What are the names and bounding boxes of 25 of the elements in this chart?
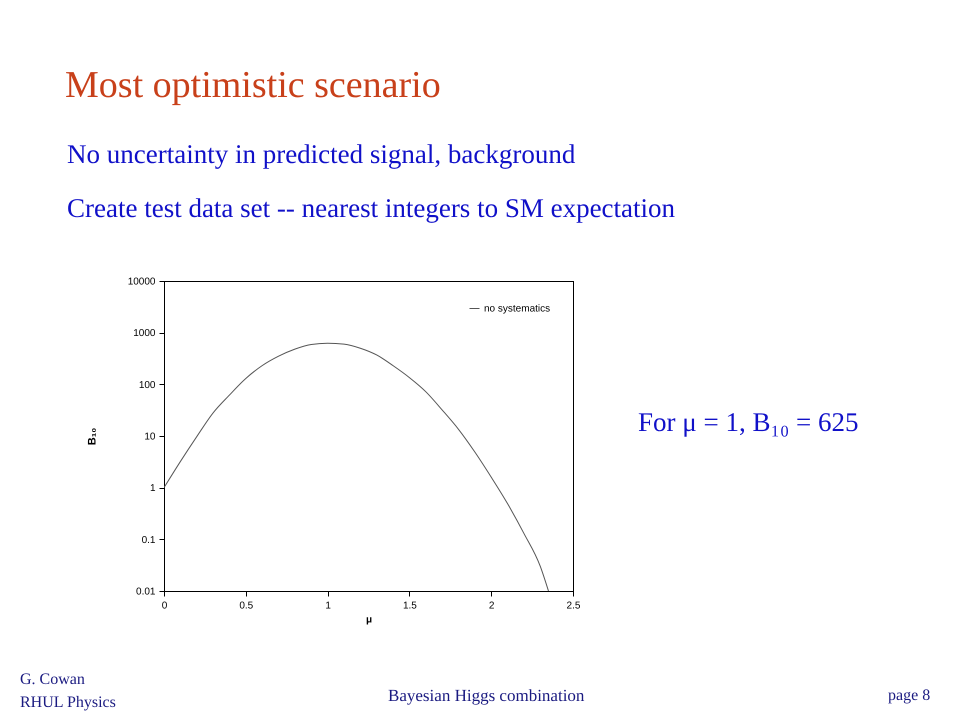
legend-label: no systematics <box>484 304 550 314</box>
text: No uncertainty in predicted signal, background <box>67 139 576 169</box>
y-tick-label: 0.1 <box>142 534 156 546</box>
text: G. Cowan <box>20 671 85 688</box>
x-tick-label: 0.5 <box>239 600 254 612</box>
y-tick-label: 10 <box>144 432 156 442</box>
y-axis-title: B₁₀ <box>86 428 99 446</box>
chart-title: Most optimistic scenario <box>65 64 441 106</box>
text: Create test data set -- nearest integers to SM expectation <box>67 193 676 223</box>
y-tick-label: 1 <box>150 483 156 494</box>
text: Bayesian Higgs combination <box>388 686 585 705</box>
x-tick-label: 2.5 <box>566 600 581 612</box>
y-tick-label: 100 <box>138 380 156 391</box>
x-tick-label: 0 <box>162 600 168 612</box>
x-tick-label: 2 <box>488 600 495 612</box>
text: For μ = 1, B₁₀ = 625 <box>638 407 859 437</box>
x-tick-label: 1 <box>325 600 332 612</box>
x-tick-label: 1.5 <box>402 600 418 612</box>
y-tick-label: 10000 <box>128 276 156 288</box>
y-tick-label: 0.01 <box>136 586 156 598</box>
y-tick-label: 1000 <box>133 328 156 340</box>
x-axis-title: μ <box>366 614 372 626</box>
line-series <box>164 342 549 591</box>
text: page 8 <box>888 687 930 704</box>
text: RHUL Physics <box>20 694 116 711</box>
